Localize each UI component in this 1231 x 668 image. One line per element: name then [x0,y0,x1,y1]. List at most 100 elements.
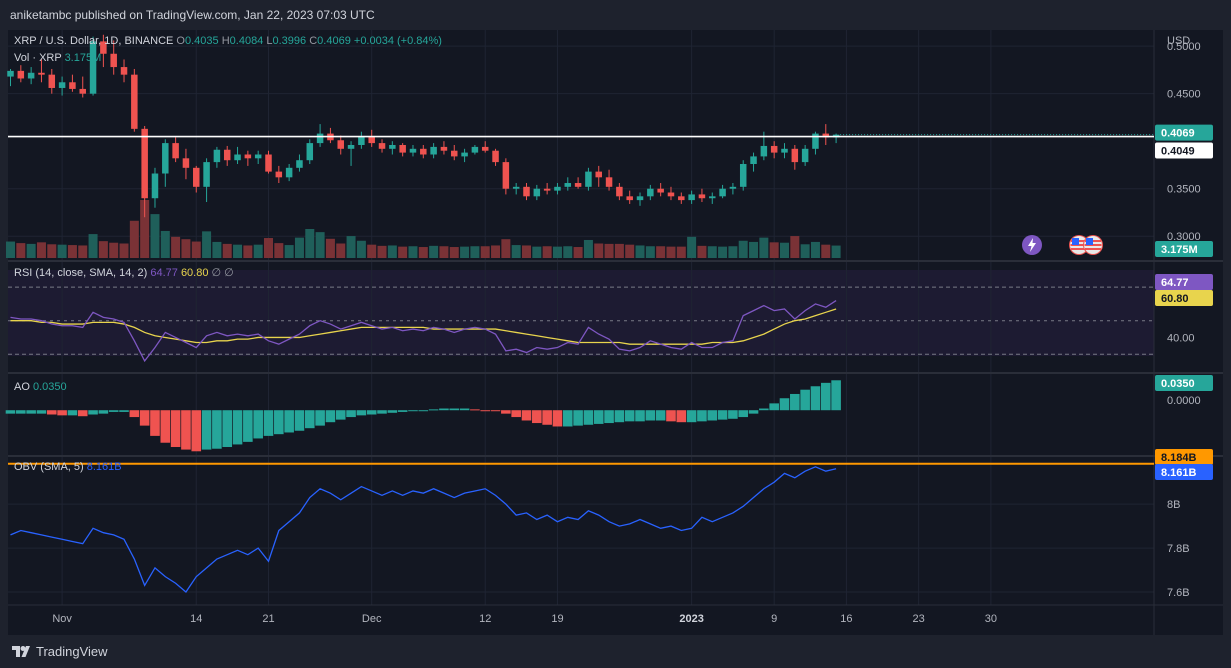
volume-bar [666,246,676,258]
volume-bar [150,214,160,258]
ao-bar [16,410,26,414]
main-legend[interactable]: XRP / U.S. Dollar, 1D, BINANCE O0.4035 H… [14,35,442,47]
candle-body [58,82,66,88]
open-label: O [176,35,185,47]
candle-body [244,154,252,159]
volume-bar [614,243,624,258]
rsi-line [10,300,837,363]
time-tick: Dec [362,613,382,625]
ao-bar [397,410,408,412]
candle-body [38,72,45,75]
ao-bar [542,410,552,425]
obv-tick: 7.6B [1167,587,1190,599]
price-lines [8,134,1154,138]
rsi-legend[interactable]: RSI (14, close, SMA, 14, 2) 64.77 60.80 … [14,266,234,279]
symbol-title[interactable]: XRP / U.S. Dollar, 1D, BINANCE [14,35,174,47]
candle-body [48,74,56,88]
ao-legend[interactable]: AO 0.0350 [14,381,67,393]
ao-bar [325,410,336,423]
currency-label: USD [1167,35,1190,47]
time-tick: 12 [479,613,491,625]
ao-bar [593,410,604,424]
ao-bar [88,410,98,415]
volume-bar [522,245,531,258]
volume-value: 3.175M [64,52,102,64]
ao-bar [439,408,449,411]
volume-bar [418,247,428,258]
ao-bar [408,410,418,412]
volume-bar [294,237,304,258]
lightning-icon[interactable] [1022,235,1042,255]
candle-body [626,196,633,201]
volume-bar [222,243,232,258]
candle-body [193,167,200,187]
publish-info: aniketambc published on TradingView.com,… [10,8,375,22]
volume-bar [800,244,810,258]
change-value: +0.0034 (+0.84%) [353,35,442,47]
time-axis: Nov 14 21 Dec 12 19 2023 9 16 23 30 [52,613,997,625]
ao-bar [170,410,181,448]
obv-tick: 8B [1167,499,1180,511]
obv-legend[interactable]: OBV (SMA, 5) 8.161B [14,461,122,473]
ao-bar [790,393,800,411]
us-flag-icon-2[interactable] [1083,235,1103,255]
volume-legend[interactable]: Vol · XRP 3.175M [14,52,101,64]
ao-bar [697,410,707,422]
ao-bar [222,410,233,448]
volume-bar [36,242,46,258]
obv-badge: 8.161B [1161,467,1197,479]
candle-body [296,160,303,168]
volume-bar [284,245,294,258]
candle-body [595,171,602,178]
candle-body [812,133,819,149]
volume-bar [501,239,511,258]
ao-pane[interactable] [5,380,841,452]
volume-bar [67,245,77,258]
obv-label: OBV (SMA, 5) [14,461,84,473]
candle-body [285,167,293,178]
ao-bar [232,410,243,445]
candle-body [27,72,35,79]
volume-bar [377,245,387,258]
volume-bar [336,243,346,258]
candle-body [110,53,117,68]
volume-bar [129,220,139,258]
volume-bar [429,245,439,258]
volume-bar [88,234,98,258]
candle-body [605,177,613,187]
candle-body [554,186,561,191]
ao-bar [831,380,841,411]
candle-body [368,136,375,144]
candle-body [440,146,448,151]
volume-bar [532,246,542,258]
ao-bar [428,409,439,411]
volume-bar [212,241,222,258]
ao-bar [655,410,666,421]
volume-bar [759,237,769,258]
candle-body [451,150,458,157]
footer-bar: TradingView [0,636,1231,668]
rsi-pane[interactable] [8,286,1154,363]
candle-body [337,140,344,149]
volume-bar [57,244,67,258]
tradingview-logo[interactable]: TradingView [12,644,108,659]
candle-body [131,74,138,129]
volume-bar [449,247,459,258]
ao-bar [418,410,429,412]
ao-bar [315,410,325,426]
volume-bar [542,246,552,258]
volume-bar [810,241,820,258]
candles[interactable] [7,34,840,218]
candle-body [430,146,437,155]
ao-bar [820,382,831,411]
volume-bar [243,245,253,258]
obv-pane[interactable] [8,462,1154,593]
rsi-sma-badge: 60.80 [1161,293,1189,305]
ao-bar [335,410,346,420]
volume-bar [645,246,655,258]
rsi-sma-line [10,308,837,345]
volume-bar [140,200,150,258]
candle-body [265,154,272,172]
ao-value: 0.0350 [32,381,67,393]
